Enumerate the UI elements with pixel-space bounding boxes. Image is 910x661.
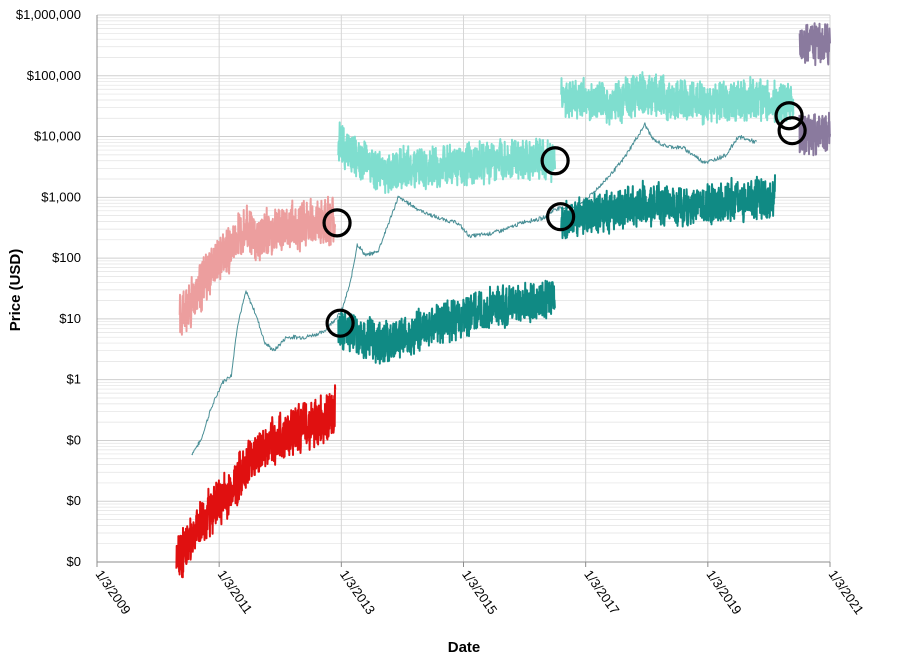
- circle-marker: [322, 208, 352, 238]
- axes: [96, 15, 831, 567]
- y-axis-label: Price (USD): [7, 249, 24, 332]
- series-line-main: [191, 122, 758, 456]
- y-tick-label: $100,000: [27, 68, 81, 83]
- y-tick-label: $1: [67, 372, 81, 387]
- series-layer: [175, 22, 831, 579]
- y-tick-label: $1,000: [41, 189, 81, 204]
- circle-marker: [774, 101, 804, 131]
- series-line-teal: [560, 174, 776, 240]
- y-tick-label: $10: [59, 311, 81, 326]
- circle-marker: [540, 146, 570, 176]
- circle-marker: [777, 116, 807, 146]
- series-line-teal: [337, 279, 556, 365]
- y-tick-labels: $1,000,000 $100,000 $10,000 $1,000 $100 $10 $1…: [16, 7, 81, 569]
- series-line-pink: [178, 195, 337, 336]
- y-tick-label: $0: [67, 493, 81, 508]
- x-axis-label: Date: [448, 639, 481, 656]
- series-line-mint: [337, 121, 556, 194]
- circle-marker: [546, 202, 576, 232]
- marker-layer: [322, 101, 807, 338]
- y-tick-label: $0: [67, 432, 81, 447]
- circle-marker: [325, 308, 355, 338]
- y-tick-label: $100: [52, 250, 81, 265]
- series-line-purple: [798, 22, 831, 67]
- series-line-red: [175, 384, 337, 579]
- y-tick-label: $0: [67, 554, 81, 569]
- series-line-mint: [560, 71, 795, 126]
- y-tick-label: $10,000: [34, 129, 81, 144]
- y-tick-label: $1,000,000: [16, 7, 81, 22]
